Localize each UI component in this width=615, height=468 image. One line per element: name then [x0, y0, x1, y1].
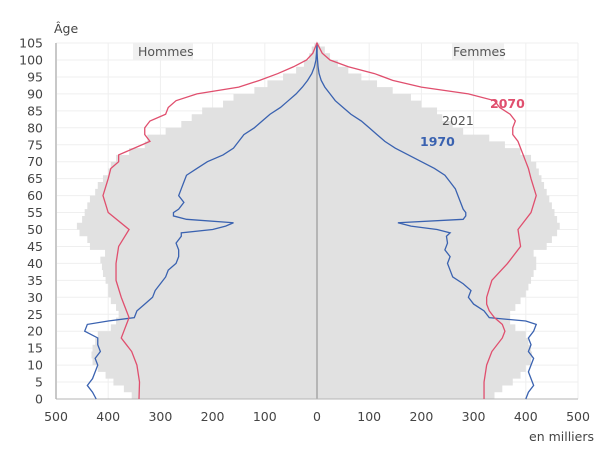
femmes-label: Femmes	[453, 44, 506, 59]
x-axis-title: en milliers	[529, 429, 594, 444]
y-tick-label: 40	[27, 256, 43, 271]
y-tick-label: 0	[35, 392, 43, 407]
y-tick-label: 30	[27, 290, 43, 305]
y-tick-label: 85	[27, 103, 43, 118]
x-tick-label: 500	[44, 409, 68, 424]
y-tick-label: 60	[27, 188, 43, 203]
annotation-1970: 1970	[420, 134, 455, 149]
hommes-label: Hommes	[138, 44, 194, 59]
y-tick-label: 5	[35, 375, 43, 390]
y-tick-label: 15	[27, 341, 43, 356]
y-tick-label: 55	[27, 205, 43, 220]
y-axis-ticks: 0510152025303540455055606570758085909510…	[19, 36, 43, 407]
y-tick-label: 90	[27, 86, 43, 101]
y-tick-label: 20	[27, 324, 43, 339]
x-tick-label: 200	[409, 409, 433, 424]
x-tick-label: 400	[96, 409, 120, 424]
x-tick-label: 500	[566, 409, 590, 424]
y-axis-title: Âge	[54, 21, 78, 36]
x-tick-label: 300	[148, 409, 172, 424]
x-tick-label: 300	[462, 409, 486, 424]
x-tick-label: 100	[253, 409, 277, 424]
y-tick-label: 25	[27, 307, 43, 322]
y-tick-label: 35	[27, 273, 43, 288]
y-tick-label: 100	[19, 53, 43, 68]
annotation-2021: 2021	[442, 113, 474, 128]
y-tick-label: 75	[27, 137, 43, 152]
femmes-label-bg	[452, 43, 504, 60]
y-tick-label: 105	[19, 36, 43, 51]
series-2070-line	[102, 41, 537, 400]
annotation-2070: 2070	[490, 96, 525, 111]
series-2021-area	[76, 43, 560, 400]
x-axis-ticks: 500 400 300 200 100 0 100 200 300 400 500	[44, 409, 590, 424]
y-tick-label: 10	[27, 358, 43, 373]
x-tick-label: 0	[313, 409, 321, 424]
x-tick-label: 400	[514, 409, 538, 424]
y-tick-label: 95	[27, 69, 43, 84]
y-tick-label: 70	[27, 154, 43, 169]
y-tick-label: 45	[27, 239, 43, 254]
y-tick-label: 50	[27, 222, 43, 237]
y-tick-label: 80	[27, 120, 43, 135]
y-tick-label: 65	[27, 171, 43, 186]
x-tick-label: 100	[357, 409, 381, 424]
hommes-label-bg	[133, 43, 193, 60]
x-tick-label: 200	[201, 409, 225, 424]
